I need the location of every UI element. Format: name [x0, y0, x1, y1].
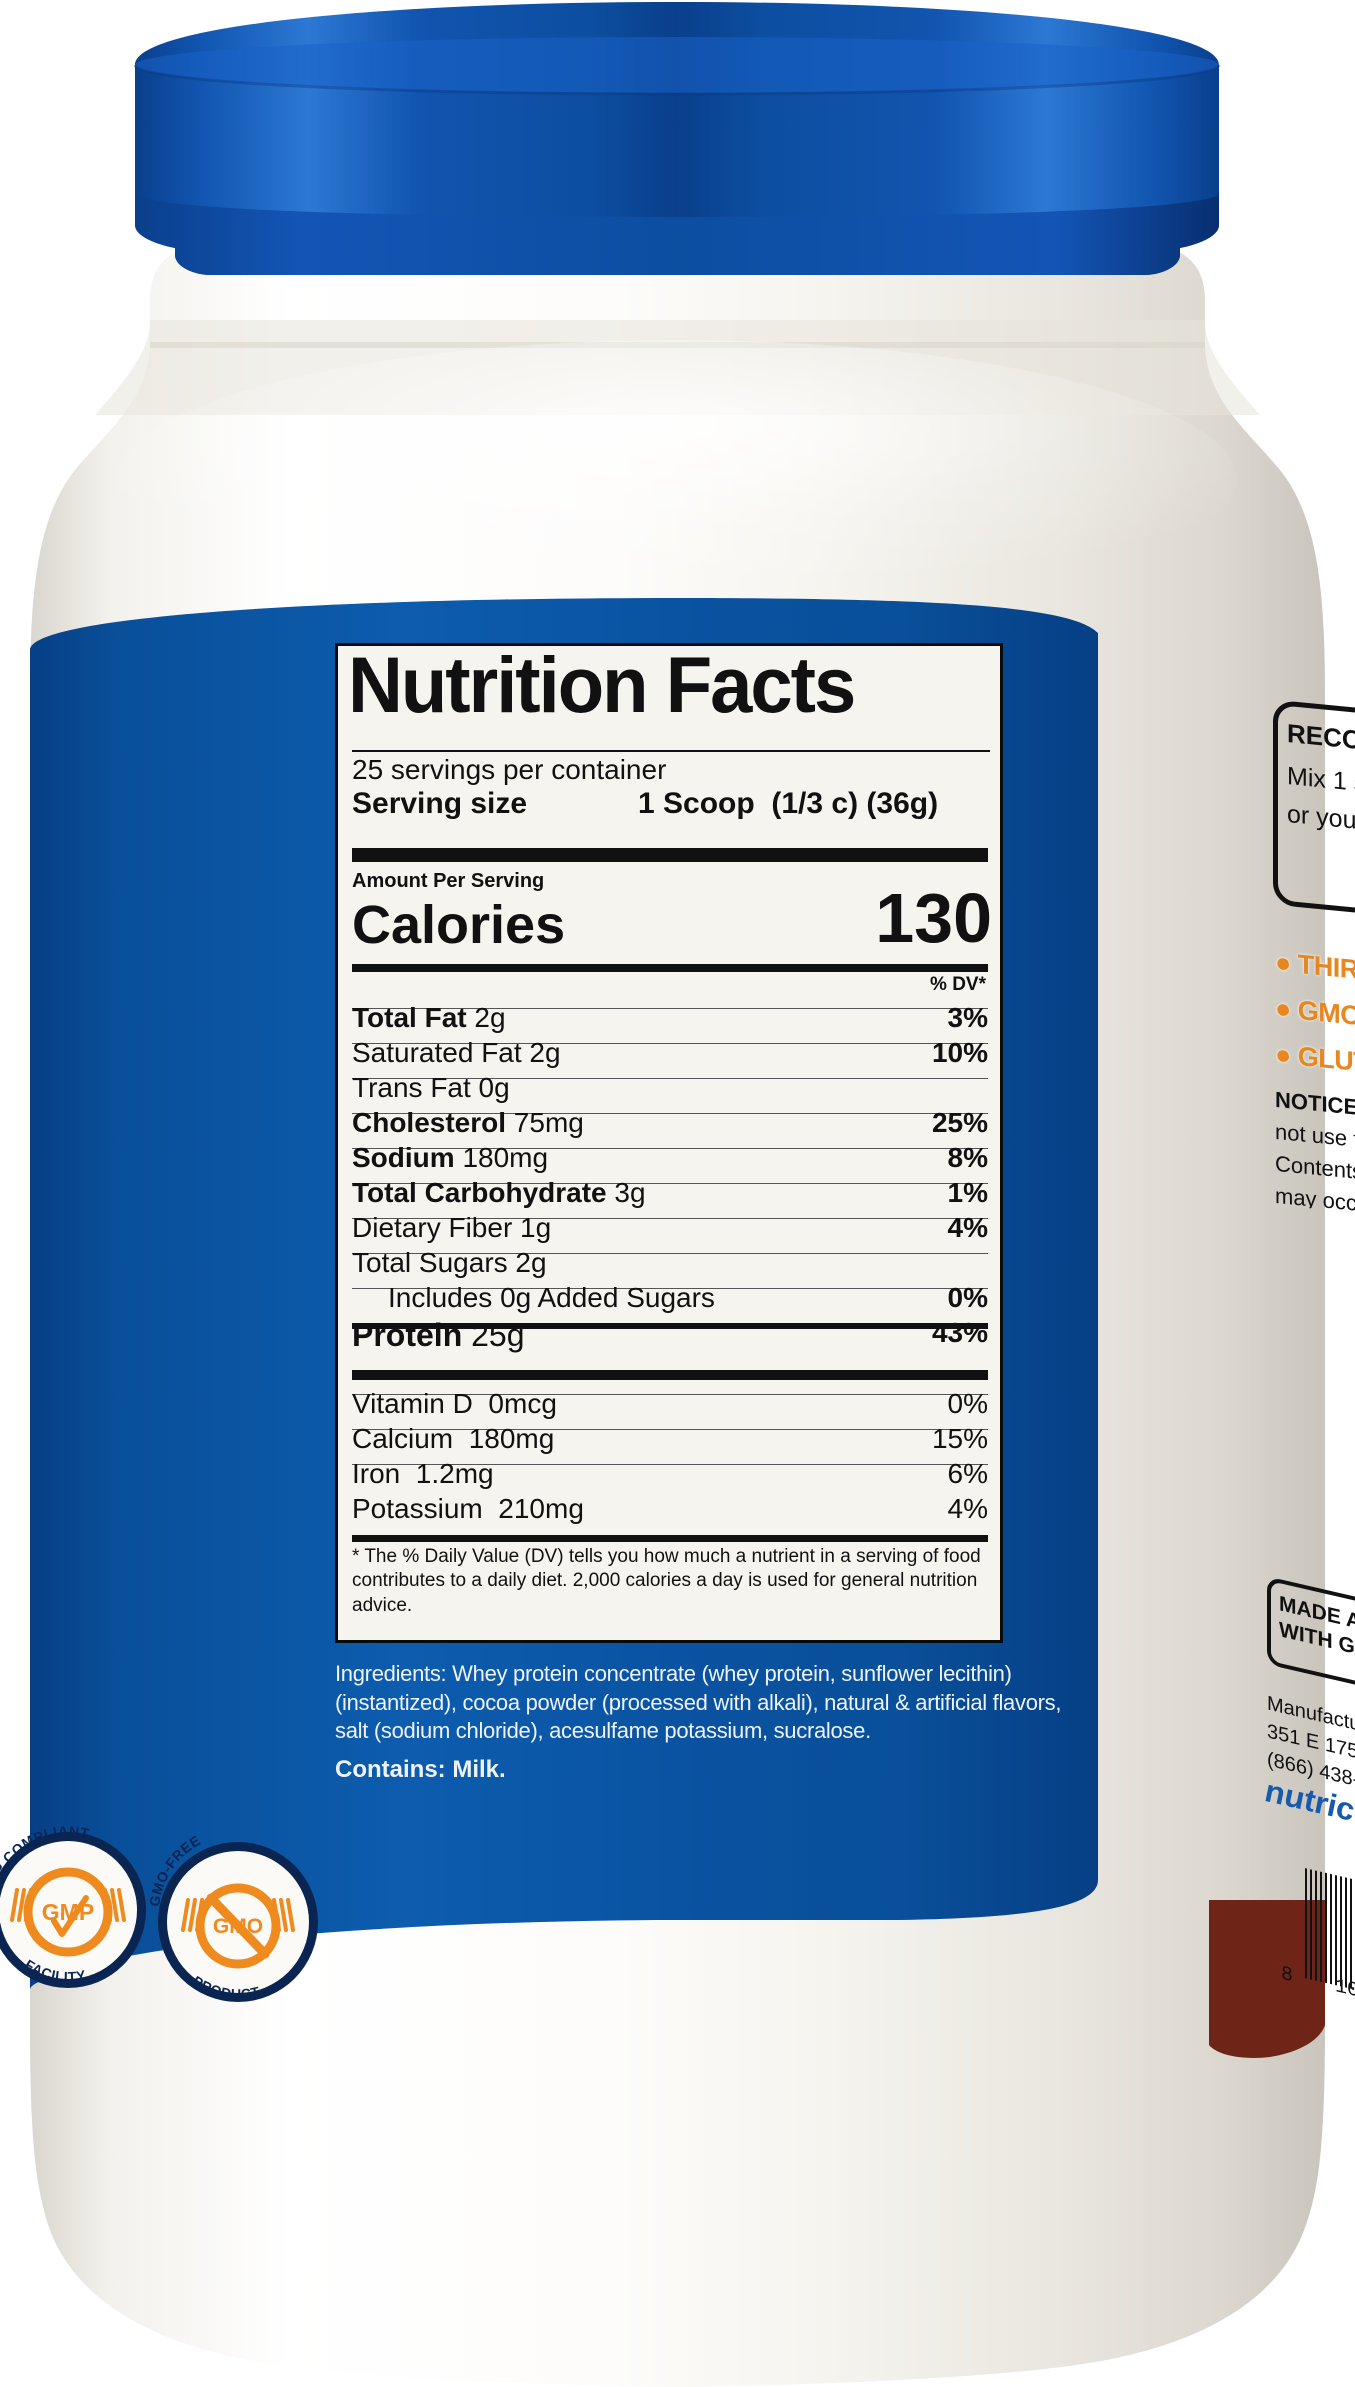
svg-text:GMO: GMO	[213, 1915, 263, 1938]
